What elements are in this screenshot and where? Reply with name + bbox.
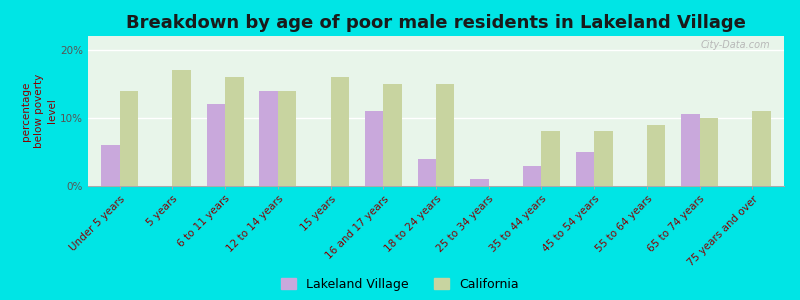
Bar xyxy=(436,84,454,186)
Bar xyxy=(594,131,613,186)
Legend: Lakeland Village, California: Lakeland Village, California xyxy=(282,278,518,291)
Bar xyxy=(259,91,278,186)
Bar xyxy=(278,91,296,186)
Bar xyxy=(700,118,718,186)
Text: City-Data.com: City-Data.com xyxy=(701,40,770,50)
Bar xyxy=(330,77,349,186)
Bar xyxy=(576,152,594,186)
Bar xyxy=(681,114,700,186)
Bar xyxy=(752,111,771,186)
Bar xyxy=(383,84,402,186)
Bar xyxy=(418,159,436,186)
Bar xyxy=(101,145,120,186)
Bar xyxy=(523,166,542,186)
Bar xyxy=(206,104,225,186)
Bar xyxy=(647,124,666,186)
Bar xyxy=(365,111,383,186)
Bar xyxy=(120,91,138,186)
Bar xyxy=(172,70,191,186)
Y-axis label: percentage
below poverty
level: percentage below poverty level xyxy=(21,74,58,148)
Bar xyxy=(225,77,243,186)
Bar xyxy=(542,131,560,186)
Bar xyxy=(470,179,489,186)
Title: Breakdown by age of poor male residents in Lakeland Village: Breakdown by age of poor male residents … xyxy=(126,14,746,32)
